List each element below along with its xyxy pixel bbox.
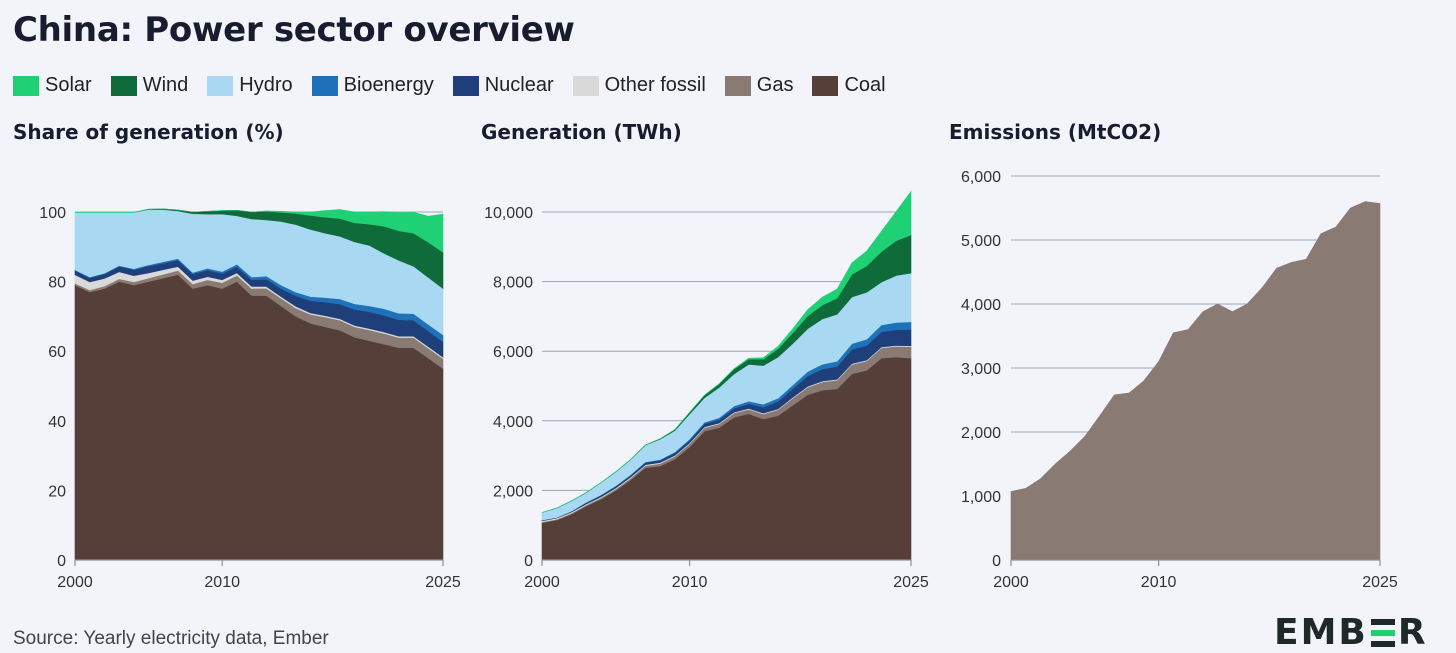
legend-label: Hydro bbox=[239, 74, 293, 96]
y-tick-label: 0 bbox=[992, 553, 1001, 570]
y-tick-label: 4,000 bbox=[493, 414, 533, 431]
legend-item-nuclear: Nuclear bbox=[452, 74, 554, 97]
legend-label: Wind bbox=[142, 74, 189, 96]
x-tick-label: 2025 bbox=[1362, 574, 1398, 591]
y-tick-label: 8,000 bbox=[493, 275, 533, 292]
y-tick-label: 60 bbox=[48, 344, 66, 361]
y-tick-label: 10,000 bbox=[484, 205, 533, 222]
legend-label: Gas bbox=[756, 74, 794, 96]
legend-swatch bbox=[724, 75, 751, 96]
legend-label: Nuclear bbox=[484, 74, 554, 96]
legend-label: Bioenergy bbox=[343, 74, 434, 96]
areas bbox=[1010, 201, 1381, 561]
chart-3: 0 1,000 2,000 3,000 4,000 5,000 6,000 2000 2010 2… bbox=[961, 169, 1398, 591]
y-tick-label: 80 bbox=[48, 275, 66, 292]
y-tick-label: 0 bbox=[57, 553, 66, 570]
y-tick-label: 2,000 bbox=[493, 483, 533, 500]
generation-panel-title: Generation (TWh) bbox=[481, 120, 682, 144]
ember-logo: EMB R bbox=[1274, 612, 1428, 653]
areas bbox=[74, 208, 444, 561]
legend-swatch bbox=[572, 75, 599, 96]
legend: Solar Wind Hydro Bioenergy Nuclear Other foss… bbox=[13, 74, 905, 97]
legend-swatch bbox=[311, 75, 338, 96]
legend-label: Other fossil bbox=[604, 74, 706, 96]
y-tick-label: 6,000 bbox=[961, 169, 1001, 186]
y-tick-label: 2,000 bbox=[961, 425, 1001, 442]
series-area-solar bbox=[541, 190, 912, 513]
x-tick-label: 2000 bbox=[993, 574, 1029, 591]
y-tick-label: 6,000 bbox=[493, 344, 533, 361]
x-tick-label: 2010 bbox=[204, 574, 240, 591]
x-tick-label: 2025 bbox=[425, 574, 461, 591]
legend-item-hydro: Hydro bbox=[207, 74, 293, 97]
legend-item-wind: Wind bbox=[110, 74, 189, 97]
x-tick-label: 2000 bbox=[524, 574, 560, 591]
y-tick-label: 20 bbox=[48, 483, 66, 500]
series-area-solar bbox=[75, 208, 444, 253]
x-tick-label: 2025 bbox=[893, 574, 929, 591]
legend-swatch bbox=[452, 75, 479, 96]
legend-swatch bbox=[13, 75, 39, 96]
legend-label: Solar bbox=[45, 74, 92, 96]
legend-item-gas: Gas bbox=[724, 74, 794, 97]
legend-swatch bbox=[812, 75, 839, 96]
emissions-panel-title: Emissions (MtCO2) bbox=[949, 120, 1162, 144]
legend-item-other-fossil: Other fossil bbox=[572, 74, 706, 97]
y-tick-label: 100 bbox=[39, 205, 66, 222]
source-note: Source: Yearly electricity data, Ember bbox=[13, 628, 329, 649]
legend-swatch bbox=[110, 75, 137, 96]
legend-item-solar: Solar bbox=[13, 74, 92, 97]
logo-text-right: R bbox=[1397, 612, 1428, 653]
y-tick-label: 40 bbox=[48, 414, 66, 431]
chart-1: 0 20 40 60 80 100 2000 2010 2025 bbox=[39, 205, 461, 591]
page-title: China: Power sector overview bbox=[13, 10, 575, 50]
y-tick-label: 4,000 bbox=[961, 297, 1001, 314]
areas bbox=[541, 190, 912, 561]
y-tick-label: 3,000 bbox=[961, 361, 1001, 378]
logo-e-glyph bbox=[1370, 618, 1395, 647]
logo-text-left: EMB bbox=[1274, 612, 1368, 653]
legend-item-coal: Coal bbox=[812, 74, 886, 97]
x-tick-label: 2010 bbox=[672, 574, 708, 591]
legend-item-bioenergy: Bioenergy bbox=[311, 74, 434, 97]
y-tick-label: 0 bbox=[524, 553, 533, 570]
y-tick-label: 1,000 bbox=[961, 489, 1001, 506]
x-tick-label: 2000 bbox=[57, 574, 93, 591]
x-tick-label: 2010 bbox=[1141, 574, 1177, 591]
legend-swatch bbox=[207, 75, 234, 96]
share-panel-title: Share of generation (%) bbox=[13, 120, 284, 144]
legend-label: Coal bbox=[844, 74, 886, 96]
chart-2: 0 2,000 4,000 6,000 8,000 10,000 2000 2010 2025 bbox=[484, 190, 929, 591]
y-tick-label: 5,000 bbox=[961, 233, 1001, 250]
series-area-gas bbox=[1010, 201, 1381, 561]
